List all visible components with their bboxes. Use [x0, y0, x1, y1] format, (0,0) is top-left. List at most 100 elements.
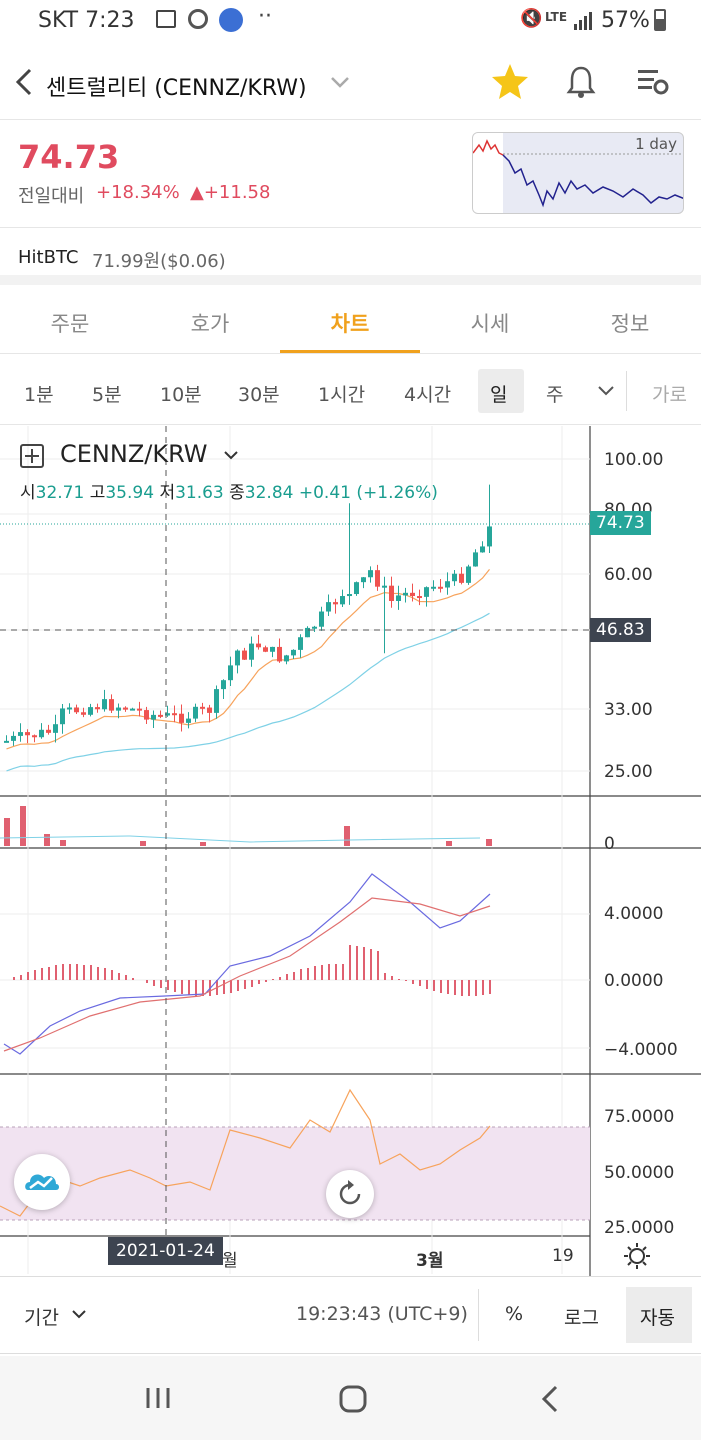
macd-histogram-bar [286, 974, 288, 980]
battery-percent: 57% [601, 8, 650, 33]
macd-histogram-bar [202, 980, 204, 996]
interval-1h[interactable]: 1시간 [318, 384, 366, 406]
interval-day[interactable]: 일 [490, 384, 508, 406]
change-label: 전일대비 [18, 186, 85, 207]
candle-body [431, 586, 436, 589]
high-label: 고 [89, 483, 106, 503]
candle-body [361, 577, 366, 583]
crosshair-price-tag: 46.83 [590, 618, 651, 642]
volume-bar [60, 840, 66, 846]
candle-body [256, 643, 261, 648]
candle-body [60, 708, 65, 725]
macd-histogram-bar [328, 964, 330, 980]
candle-body [410, 592, 415, 597]
moving-average-line [6, 612, 490, 772]
chart-symbol[interactable]: CENNZ/KRW [60, 440, 208, 468]
app-notification-icon [219, 8, 243, 32]
add-indicator-icon[interactable] [20, 444, 44, 468]
interval-5m[interactable]: 5분 [92, 384, 122, 406]
macd-histogram-bar [391, 976, 393, 980]
candle-body [445, 581, 450, 588]
macd-histogram-bar [335, 964, 337, 980]
android-nav-bar [0, 1356, 701, 1440]
star-icon[interactable] [490, 62, 530, 102]
chevron-down-icon[interactable] [596, 381, 616, 401]
macd-histogram-bar [468, 980, 470, 996]
active-tab-indicator [280, 350, 420, 353]
interval-4h[interactable]: 4시간 [404, 384, 452, 406]
macd-histogram-bar [293, 972, 295, 980]
volume-bar [4, 818, 10, 846]
candle-body [326, 602, 331, 612]
log-toggle[interactable]: 로그 [564, 1307, 599, 1329]
interval-bar: 1분 5분 10분 30분 1시간 4시간 일 주 가로 [0, 355, 701, 425]
clock-time[interactable]: 19:23:43 (UTC+9) [296, 1303, 468, 1325]
app-header: 센트럴리티 (CENNZ/KRW) [0, 44, 701, 120]
orientation-toggle[interactable]: 가로 [652, 384, 687, 406]
mini-chart[interactable]: 1 day [472, 132, 684, 214]
candle-body [466, 566, 471, 583]
macd-histogram-bar [349, 945, 351, 980]
open-value: 32.71 [35, 483, 85, 503]
reset-chart-button[interactable] [326, 1170, 374, 1218]
candle-body [319, 611, 324, 627]
tab-order[interactable]: 주문 [50, 312, 90, 336]
macd-histogram-bar [405, 980, 407, 981]
chart-area[interactable]: CENNZ/KRW 시32.71 고35.94 저31.63 종32.84 +0… [0, 426, 701, 1276]
interval-week[interactable]: 주 [546, 384, 564, 406]
back-icon[interactable] [538, 1384, 562, 1414]
time-axis-label: 19 [552, 1246, 574, 1266]
interval-10m[interactable]: 10분 [160, 384, 202, 406]
candle-body [221, 680, 226, 690]
chart-settings-icon[interactable] [623, 1242, 651, 1270]
chevron-down-icon[interactable] [222, 446, 240, 464]
settings-icon[interactable] [636, 66, 670, 98]
candle-body [291, 649, 296, 656]
candle-body [39, 729, 44, 738]
home-icon[interactable] [338, 1384, 368, 1414]
tab-chart[interactable]: 차트 [330, 312, 370, 336]
macd-histogram-bar [188, 980, 190, 995]
back-arrow-icon[interactable] [10, 64, 40, 100]
candle-body [137, 708, 142, 711]
volume-average-line [0, 835, 481, 843]
candle-body [333, 602, 338, 605]
macd-histogram-bar [223, 980, 225, 994]
interval-30m[interactable]: 30분 [238, 384, 280, 406]
chart-bottom-bar: 기간 19:23:43 (UTC+9) % 로그 자동 [0, 1276, 701, 1354]
macd-axis-label: −4.0000 [604, 1040, 678, 1060]
chevron-down-icon[interactable] [70, 1305, 88, 1323]
percent-toggle[interactable]: % [505, 1303, 524, 1325]
recent-apps-icon[interactable] [144, 1384, 172, 1412]
auto-toggle-bg [626, 1287, 692, 1343]
candles [4, 484, 492, 746]
candle-body [242, 650, 247, 660]
macd-histogram-bar [167, 980, 169, 990]
tab-info[interactable]: 정보 [610, 312, 650, 336]
price-chart-svg[interactable] [0, 426, 701, 1276]
auto-toggle[interactable]: 자동 [640, 1307, 675, 1329]
tradingview-logo-button[interactable] [14, 1154, 70, 1210]
interval-1m[interactable]: 1분 [24, 384, 54, 406]
macd-histogram-bar [125, 975, 127, 980]
volume-bar [20, 806, 26, 846]
candle-body [151, 714, 156, 720]
bell-icon[interactable] [566, 64, 596, 100]
candle-body [284, 655, 289, 662]
volume-bar [486, 839, 492, 846]
signal-icon [574, 12, 594, 30]
chevron-down-icon[interactable] [328, 70, 352, 94]
candle-body [368, 570, 373, 578]
period-button[interactable]: 기간 [24, 1307, 59, 1329]
macd-histogram-bar [258, 980, 260, 984]
tab-orderbook[interactable]: 호가 [190, 312, 230, 336]
page-title[interactable]: 센트럴리티 (CENNZ/KRW) [46, 76, 307, 101]
price-section: 74.73 전일대비 +18.34% ▲+11.58 1 day [0, 120, 701, 228]
low-value: 31.63 [175, 483, 224, 503]
macd-histogram-bar [104, 968, 106, 980]
candle-body [207, 707, 212, 713]
macd-histogram-bar [482, 980, 484, 995]
macd-histogram-bar [426, 980, 428, 989]
macd-histogram-bar [419, 980, 421, 986]
tab-quotes[interactable]: 시세 [470, 312, 510, 336]
